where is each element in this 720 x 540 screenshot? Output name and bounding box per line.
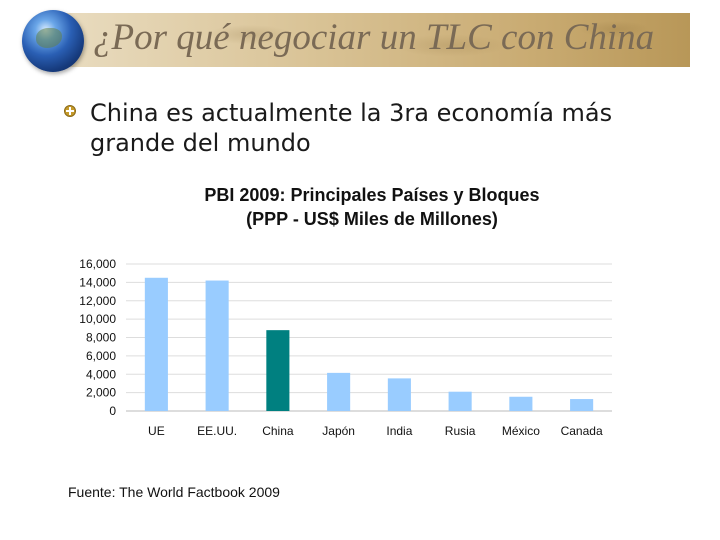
y-tick-label: 16,000 [79,257,116,271]
x-tick-label: UE [148,424,165,438]
x-tick-label: India [386,424,412,438]
y-tick-label: 12,000 [79,294,116,308]
bar-ue [144,277,168,411]
y-tick-label: 8,000 [86,331,116,345]
y-tick-label: 4,000 [86,367,116,381]
bullet-text: China es actualmente la 3ra economía más… [90,99,613,157]
bar-eeuu [205,280,229,411]
slide-title: ¿Por qué negociar un TLC con China [93,17,655,58]
y-tick-label: 10,000 [79,312,116,326]
y-tick-label: 6,000 [86,349,116,363]
bullet-icon [64,105,76,117]
x-tick-label: China [262,424,294,438]
bar-china [266,330,290,411]
bar-japn [327,372,351,411]
bar-rusia [448,391,472,411]
bar-mxico [509,396,533,411]
globe-icon [22,10,84,72]
x-tick-label: Japón [322,424,355,438]
y-tick-label: 0 [109,404,116,418]
chart-title-line-2: (PPP - US$ Miles de Millones) [246,209,498,229]
x-tick-label: EE.UU. [197,424,237,438]
x-tick-label: México [502,424,540,438]
y-tick-label: 2,000 [86,386,116,400]
chart-title: PBI 2009: Principales Países y Bloques (… [60,183,684,231]
bar-india [387,378,411,411]
source-note: Fuente: The World Factbook 2009 [68,484,280,500]
x-tick-label: Canada [561,424,603,438]
x-tick-label: Rusia [445,424,476,438]
bar-canada [570,399,594,411]
y-tick-label: 14,000 [79,275,116,289]
chart-title-line-1: PBI 2009: Principales Países y Bloques [204,185,540,205]
title-banner [60,13,690,67]
